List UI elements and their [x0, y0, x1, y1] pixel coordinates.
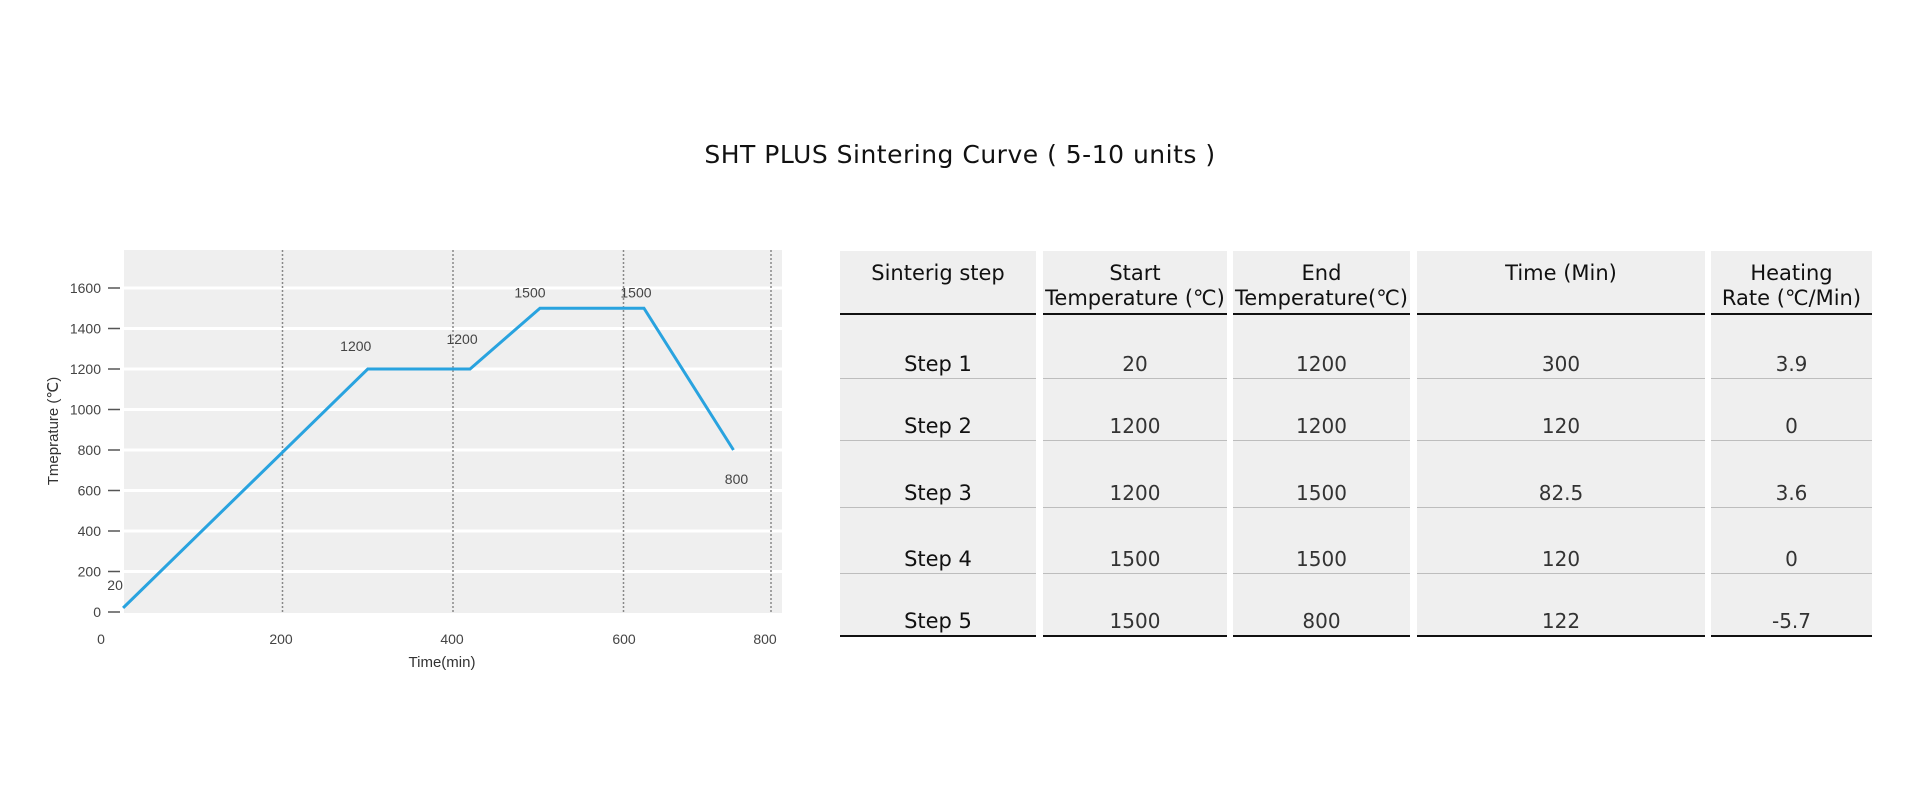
- table-cell-rate: 3.9: [1711, 317, 1872, 379]
- table-cell-step: Step 5: [840, 576, 1036, 637]
- cell-value: 82.5: [1538, 481, 1584, 505]
- y-axis: 0 200 400 600 800 1000 1200 1400 1600: [70, 280, 120, 620]
- point-label: 1500: [620, 284, 651, 300]
- x-tick-label: 0: [97, 631, 105, 647]
- header-start-temperature: Start Temperature (℃): [1043, 251, 1227, 315]
- cell-value: 0: [1785, 414, 1798, 438]
- cell-value: 120: [1541, 414, 1581, 438]
- vertical-gridlines: [281, 250, 772, 613]
- table-cell-time: 82.5: [1417, 444, 1705, 508]
- cell-value: 122: [1541, 609, 1581, 633]
- x-tick-label: 800: [753, 631, 777, 647]
- table-cell-rate: 0: [1711, 381, 1872, 441]
- table-cell-start: 1500: [1043, 510, 1227, 574]
- y-tick-label: 200: [78, 564, 102, 580]
- cell-value: Step 3: [904, 481, 972, 505]
- cell-value: 300: [1541, 352, 1581, 376]
- cell-value: 120: [1541, 547, 1581, 571]
- x-tick-label: 600: [612, 631, 636, 647]
- sintering-line-chart: 0 200 400 600 800 1000 1200 1400 1600 0 200 400 600…: [45, 250, 782, 671]
- table-cell-end: 1500: [1233, 510, 1410, 574]
- x-tick-label: 200: [269, 631, 293, 647]
- table-cell-start: 1500: [1043, 576, 1227, 637]
- y-tick-label: 800: [78, 442, 102, 458]
- chart-title: SHT PLUS Sintering Curve ( 5-10 units ): [704, 140, 1216, 169]
- column-heating-rate: Heating Rate (℃/Min) 3.9 0 3.6 0 -5.7: [1711, 251, 1872, 637]
- point-labels: 20 1200 1200 1500 1500 800: [107, 284, 748, 593]
- cell-value: 1200: [1109, 481, 1161, 505]
- sintering-curve-line: [122, 306, 735, 610]
- cell-value: 1500: [1109, 609, 1161, 633]
- cell-value: Step 5: [904, 609, 972, 633]
- table-cell-start: 20: [1043, 317, 1227, 379]
- cell-value: 1200: [1296, 352, 1347, 376]
- header-end-temperature: End Temperature(℃): [1233, 251, 1410, 315]
- header-step: Sinterig step: [840, 251, 1036, 315]
- header-time: Time (Min): [1417, 251, 1705, 315]
- table-cell-rate: 3.6: [1711, 444, 1872, 508]
- point-label: 20: [107, 577, 123, 593]
- cell-value: 1500: [1296, 547, 1347, 571]
- table-cell-rate: -5.7: [1711, 576, 1872, 637]
- point-label: 1200: [340, 338, 371, 354]
- y-tick-label: 1400: [70, 321, 101, 337]
- cell-value: 800: [1302, 609, 1341, 633]
- table-cell-rate: 0: [1711, 510, 1872, 574]
- table-cell-end: 1200: [1233, 317, 1410, 379]
- y-tick-label: 1600: [70, 280, 101, 296]
- table-cell-end: 1500: [1233, 444, 1410, 508]
- header-heating-rate: Heating Rate (℃/Min): [1711, 251, 1872, 315]
- table-cell-step: Step 2: [840, 381, 1036, 441]
- y-tick-label: 400: [78, 523, 102, 539]
- column-step: Sinterig step Step 1 Step 2 Step 3 Step 4 St…: [840, 251, 1036, 637]
- cell-value: -5.7: [1771, 609, 1812, 633]
- table-cell-time: 120: [1417, 381, 1705, 441]
- y-tick-label: 1000: [70, 402, 101, 418]
- cell-value: 20: [1122, 352, 1148, 376]
- cell-value: Step 1: [904, 352, 972, 376]
- cell-value: 0: [1785, 547, 1798, 571]
- table-cell-step: Step 3: [840, 444, 1036, 508]
- x-axis: 0 200 400 600 800: [97, 631, 777, 647]
- x-axis-label: Time(min): [409, 654, 476, 671]
- table-cell-end: 800: [1233, 576, 1410, 637]
- table-cell-start: 1200: [1043, 381, 1227, 441]
- cell-value: 3.9: [1775, 352, 1808, 376]
- cell-value: Step 4: [904, 547, 972, 571]
- y-tick-label: 600: [78, 483, 102, 499]
- y-axis-label: Tmeprature (℃): [45, 377, 62, 486]
- cell-value: 3.6: [1775, 481, 1808, 505]
- cell-value: 1200: [1296, 414, 1347, 438]
- cell-value: 1500: [1109, 547, 1161, 571]
- table-cell-end: 1200: [1233, 381, 1410, 441]
- cell-value: Step 2: [904, 414, 972, 438]
- point-label: 800: [725, 471, 749, 487]
- y-tick-label: 1200: [70, 361, 101, 377]
- cell-value: 1200: [1109, 414, 1161, 438]
- column-end-temperature: End Temperature(℃) 1200 1200 1500 1500 800: [1233, 251, 1410, 637]
- table-cell-step: Step 1: [840, 317, 1036, 379]
- table-cell-step: Step 4: [840, 510, 1036, 574]
- table-cell-time: 122: [1417, 576, 1705, 637]
- cell-value: 1500: [1296, 481, 1347, 505]
- table-cell-start: 1200: [1043, 444, 1227, 508]
- x-tick-label: 400: [440, 631, 464, 647]
- table-cell-time: 120: [1417, 510, 1705, 574]
- column-time: Time (Min) 300 120 82.5 120 122: [1417, 251, 1705, 637]
- point-label: 1200: [446, 331, 477, 347]
- table-cell-time: 300: [1417, 317, 1705, 379]
- y-tick-label: 0: [93, 604, 101, 620]
- column-start-temperature: Start Temperature (℃) 20 1200 1200 1500 1500: [1043, 251, 1227, 637]
- point-label: 1500: [514, 284, 545, 300]
